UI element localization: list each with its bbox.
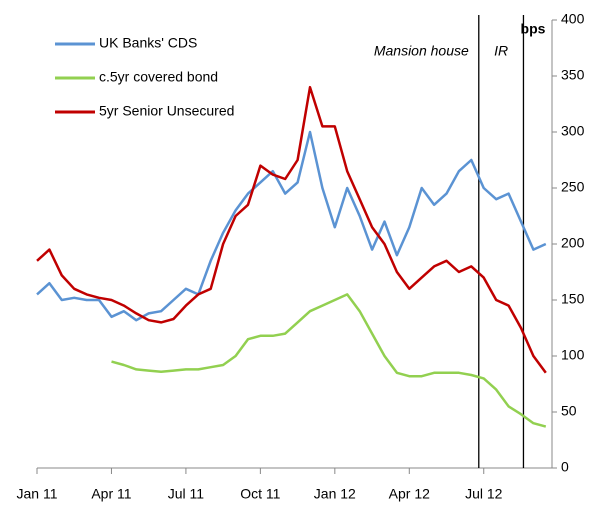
series-line [36, 85, 547, 374]
x-tick-label: Jan 11 [17, 486, 58, 502]
y-tick-label: 200 [561, 235, 585, 251]
y-tick-label: 100 [561, 347, 585, 363]
series-line [111, 293, 547, 428]
y-tick-label: 50 [561, 403, 577, 419]
legend-label: UK Banks' CDS [99, 35, 197, 51]
x-tick-label: Jul 12 [465, 486, 503, 502]
y-tick-label: 350 [561, 67, 585, 83]
series-line [36, 130, 547, 322]
legend-label: c.5yr covered bond [99, 69, 218, 85]
y-tick-label: 0 [561, 459, 569, 475]
x-tick-label: Apr 12 [389, 486, 430, 502]
x-tick-label: Oct 11 [240, 486, 280, 502]
annotation: Mansion house [374, 43, 469, 59]
y-tick-label: 300 [561, 123, 585, 139]
y-tick-label: 150 [561, 291, 585, 307]
legend-label: 5yr Senior Unsecured [99, 103, 234, 119]
y-unit-label: bps [521, 21, 546, 37]
x-tick-label: Jan 12 [314, 486, 356, 502]
x-tick-label: Jul 11 [168, 486, 205, 502]
y-tick-label: 250 [561, 179, 585, 195]
annotation: IR [494, 43, 508, 59]
x-tick-label: Apr 11 [91, 486, 131, 502]
y-tick-label: 400 [561, 11, 585, 27]
